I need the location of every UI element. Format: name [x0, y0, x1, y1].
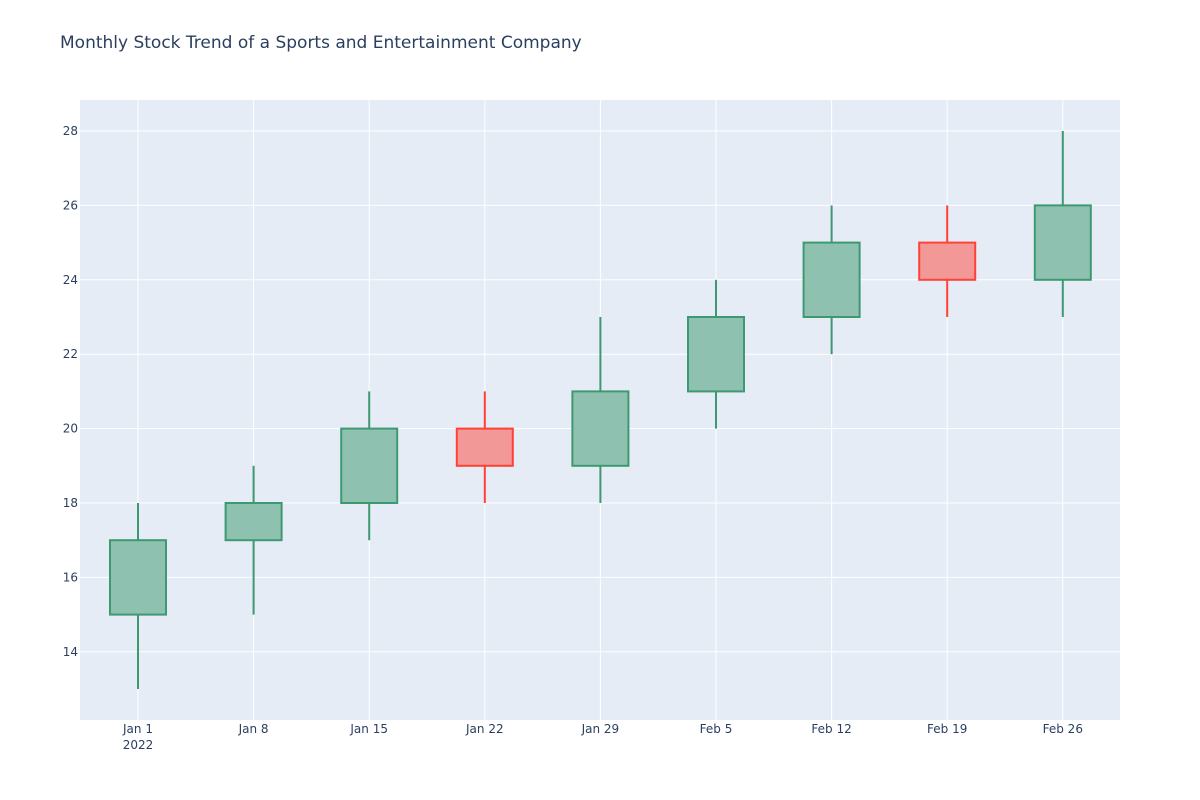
y-axis-ticks: 14 16 18 20 22 24 26 28 [63, 124, 78, 659]
x-tick-label: Jan 8 [238, 722, 269, 736]
x-tick-label: Feb 26 [1043, 722, 1083, 736]
candle-body [918, 241, 977, 281]
x-tick-label: Feb 5 [700, 722, 733, 736]
y-tick-label: 20 [63, 422, 78, 436]
chart-title: Monthly Stock Trend of a Sports and Ente… [60, 33, 582, 53]
candle [224, 465, 283, 615]
candle-body [687, 316, 745, 393]
x-axis-ticks: Jan 1 Jan 8 Jan 15 Jan 22 Jan 29 Feb 5 Feb 12 F… [122, 722, 1083, 752]
y-tick-label: 24 [63, 273, 78, 287]
candle [687, 279, 745, 429]
y-tick-label: 14 [63, 645, 78, 659]
x-tick-label: Jan 29 [581, 722, 620, 736]
x-tick-label: Jan 15 [349, 722, 388, 736]
candle-body [455, 427, 514, 467]
candle-body [224, 502, 283, 542]
candle-body [1033, 204, 1092, 281]
x-tick-label: Feb 12 [811, 722, 851, 736]
y-tick-label: 22 [63, 347, 78, 361]
x-tick-label: Jan 22 [465, 722, 504, 736]
candle [455, 391, 514, 503]
y-tick-label: 16 [63, 570, 78, 584]
candles [109, 131, 1092, 689]
candle [918, 205, 977, 317]
candle-body [109, 539, 167, 616]
candle-body [802, 241, 861, 319]
candle-body [571, 390, 630, 467]
candle [109, 503, 167, 689]
x-tick-label: Feb 19 [927, 722, 967, 736]
x-tick-label: Jan 1 [122, 722, 153, 736]
candle-body [340, 427, 399, 505]
y-tick-label: 18 [63, 496, 78, 510]
candle [340, 391, 399, 541]
candle [802, 205, 861, 355]
y-tick-label: 26 [63, 198, 78, 212]
candle [571, 317, 630, 503]
candle [1033, 131, 1092, 317]
x-year-label: 2022 [123, 738, 154, 752]
y-tick-label: 28 [63, 124, 78, 138]
